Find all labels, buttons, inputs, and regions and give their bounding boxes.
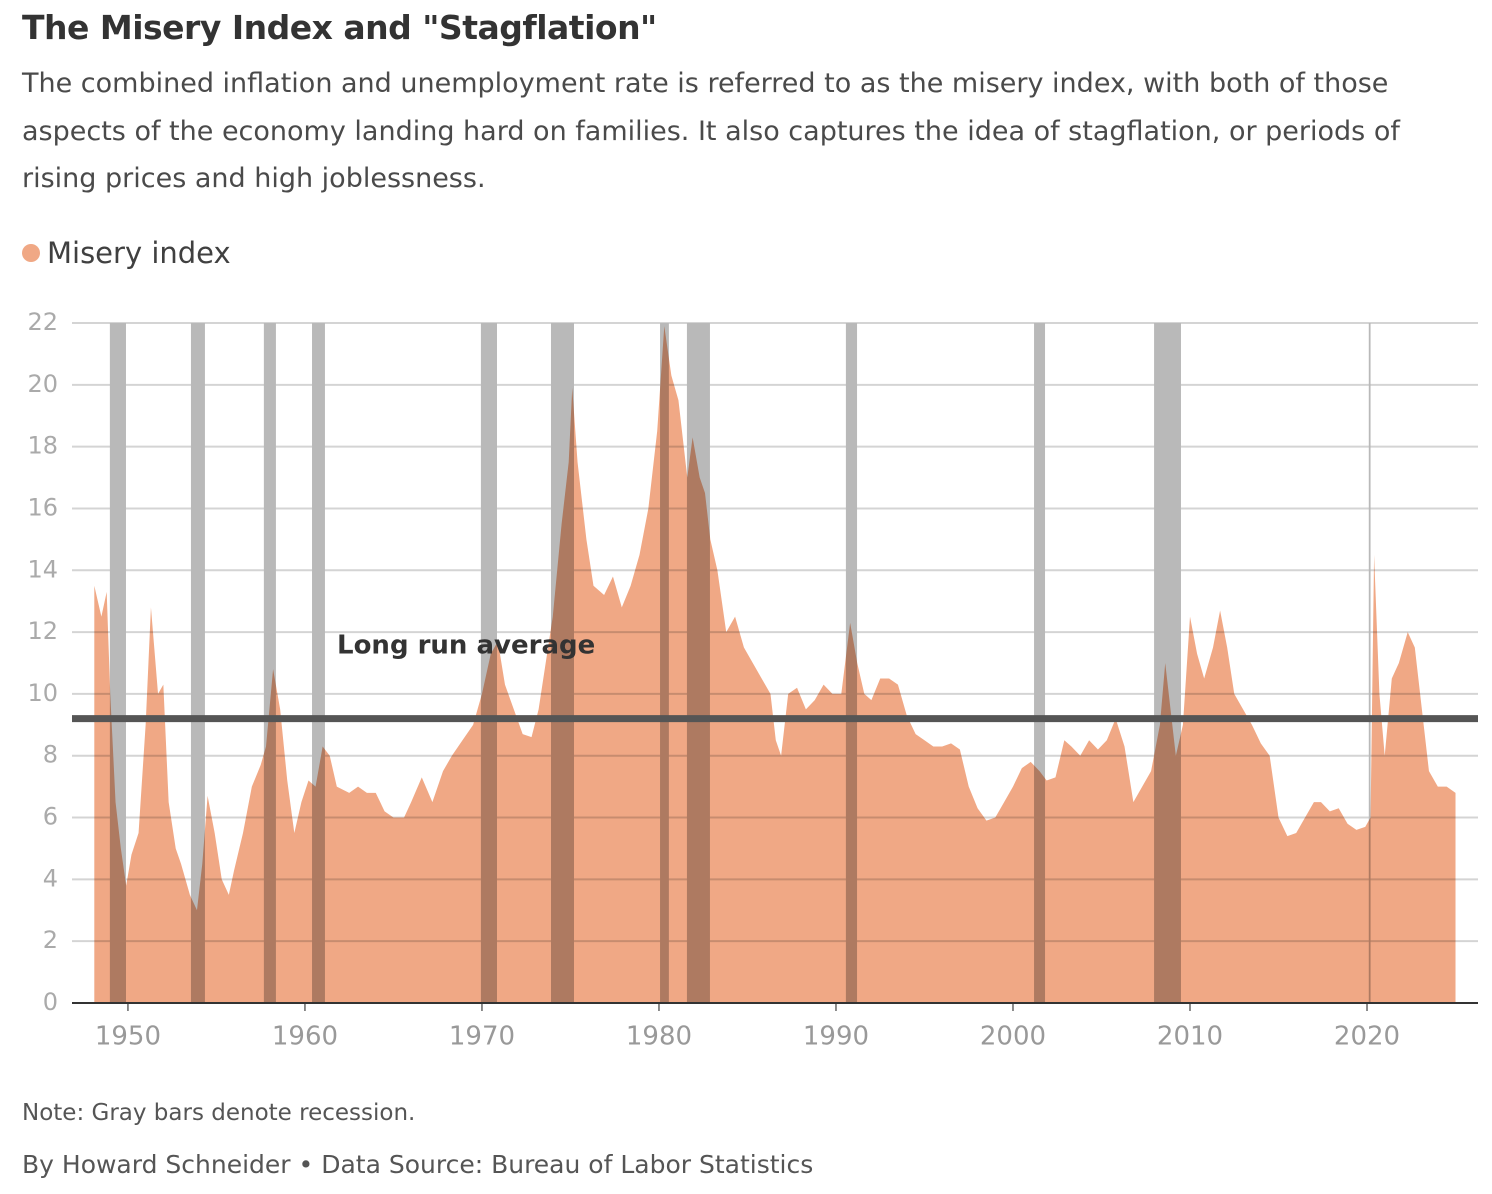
x-tick-label: 1980: [626, 1022, 692, 1052]
y-tick-label: 18: [27, 432, 58, 460]
y-tick-label: 2: [43, 926, 58, 954]
reference-label: Long run average: [337, 631, 595, 661]
y-tick-label: 12: [27, 617, 58, 645]
legend-label: Misery index: [47, 236, 231, 270]
chart-subtitle: The combined inflation and unemployment …: [22, 68, 1400, 194]
x-tick-label: 1960: [272, 1022, 338, 1052]
y-tick-label: 10: [27, 679, 58, 707]
legend-swatch: [22, 244, 40, 262]
y-tick-label: 22: [27, 308, 58, 336]
note: Note: Gray bars denote recession.: [22, 1100, 416, 1126]
x-tick-label: 2020: [1334, 1022, 1400, 1052]
source: By Howard Schneider • Data Source: Burea…: [22, 1150, 814, 1179]
y-tick-label: 16: [27, 493, 58, 521]
y-tick-label: 4: [43, 864, 58, 892]
chart: 0 2 4 6 8 10 12 14 16 18 20 22 1950 1960 1970 1980 1990 2…: [27, 308, 1478, 1052]
recession-band: [190, 323, 205, 1003]
area: [94, 326, 1456, 1003]
x-tick-label: 2010: [1157, 1022, 1223, 1052]
recession-band: [1368, 323, 1371, 1003]
chart-title: The Misery Index and "Stagflation": [22, 8, 657, 47]
x-tick-label: 1950: [95, 1022, 161, 1052]
y-tick-label: 6: [43, 803, 58, 831]
x-tick-label: 2000: [980, 1022, 1046, 1052]
y-tick-label: 20: [27, 370, 58, 398]
x-tick-label: 1970: [449, 1022, 515, 1052]
y-tick-label: 0: [43, 988, 58, 1016]
y-tick-label: 8: [43, 741, 58, 769]
legend: Misery index: [22, 236, 231, 270]
recession-band: [1034, 323, 1046, 1003]
y-tick-label: 14: [27, 555, 58, 583]
x-tick-label: 1990: [803, 1022, 869, 1052]
